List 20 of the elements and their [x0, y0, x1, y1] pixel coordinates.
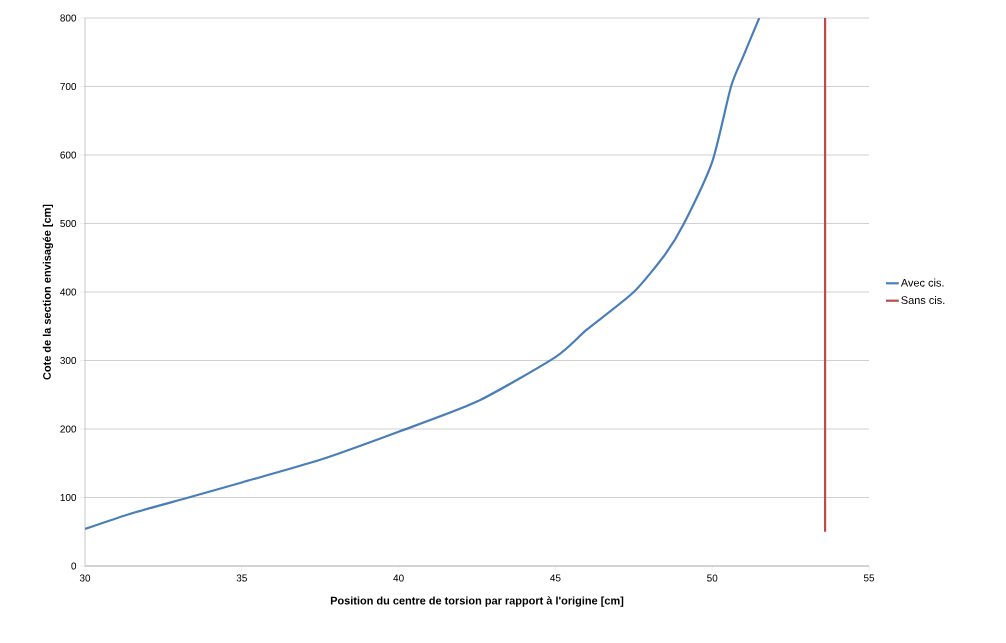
- x-tick-label: 55: [863, 574, 875, 582]
- line-series: [85, 18, 761, 531]
- x-tick-label: 35: [236, 574, 247, 582]
- y-tick-label: 300: [60, 356, 77, 365]
- legend-label: Sans cis.: [901, 295, 945, 305]
- legend-label: Avec cis.: [900, 278, 944, 287]
- y-tick-label: 500: [60, 219, 77, 228]
- x-tick-label: 40: [393, 574, 404, 582]
- y-tick-label: 600: [60, 151, 77, 159]
- y-tick-label: 700: [60, 82, 77, 91]
- x-tick-label: 30: [79, 574, 91, 582]
- x-tick-label: 45: [550, 574, 561, 582]
- y-axis-title: Cote de la section envisagée [cm]: [42, 204, 54, 380]
- y-tick-label: 200: [60, 425, 77, 433]
- x-tick-label: 50: [707, 574, 718, 582]
- y-tick-label: 100: [60, 493, 77, 502]
- y-tick-label: 400: [60, 288, 77, 296]
- x-axis-title: Position du centre de torsion par rapport à l'origine [cm]: [330, 596, 624, 607]
- y-tick-label: 800: [60, 14, 77, 22]
- y-tick-label: 0: [71, 562, 77, 570]
